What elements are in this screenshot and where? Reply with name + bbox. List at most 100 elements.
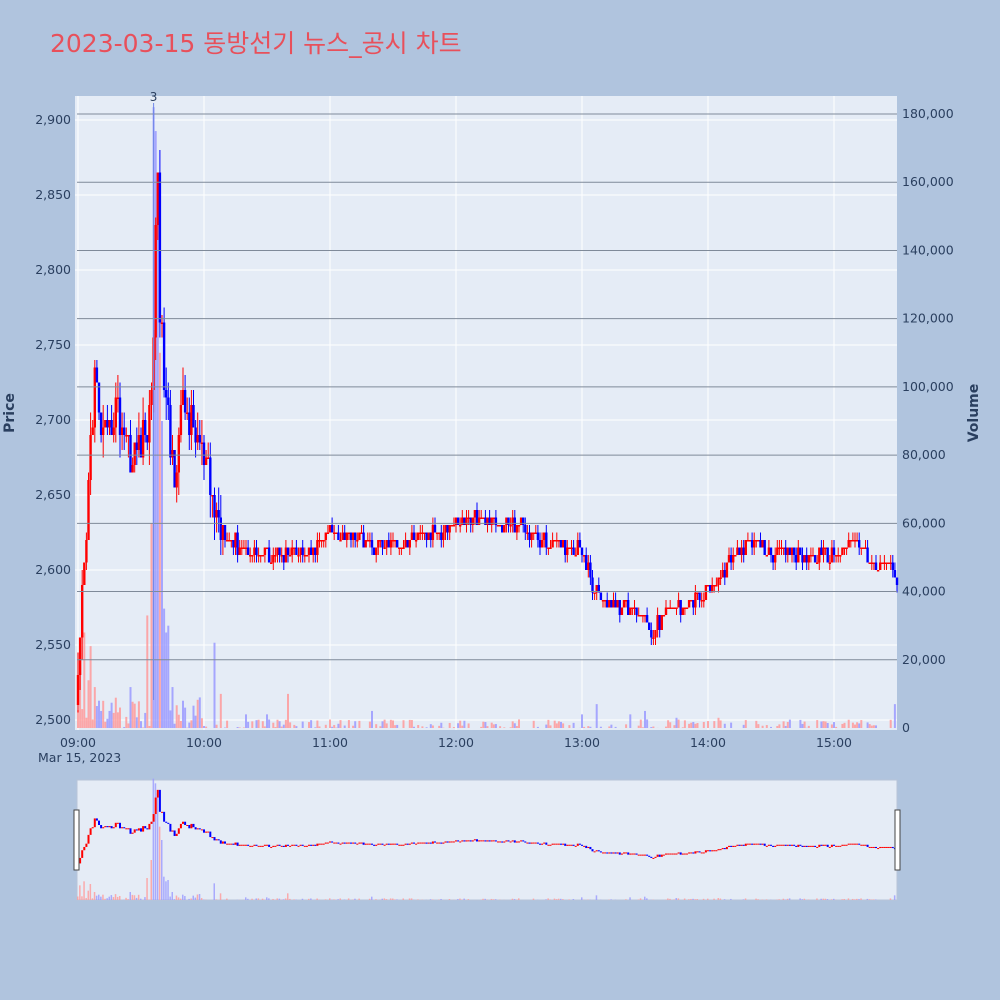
volume-bar — [707, 721, 709, 728]
mini-candle — [242, 844, 245, 846]
volume-bar — [875, 725, 877, 728]
mini-volume-bar — [854, 899, 856, 900]
mini-volume-bar — [858, 899, 860, 900]
candle-body — [183, 390, 187, 413]
candle-body — [660, 615, 663, 630]
mini-candle — [637, 854, 640, 856]
volume-bar — [669, 722, 672, 728]
candle-body — [171, 450, 174, 458]
candle-body — [347, 532, 351, 534]
candle-body — [784, 547, 787, 555]
mini-candle — [602, 852, 604, 854]
volume-bar — [499, 726, 502, 728]
candle-body — [198, 435, 201, 443]
mini-candle — [232, 843, 235, 845]
mini-candle — [799, 844, 802, 846]
candle-body — [862, 547, 865, 549]
candle-body — [91, 427, 94, 435]
volume-bar — [324, 724, 327, 728]
candle-body — [750, 540, 754, 548]
candle-body — [385, 540, 388, 548]
mini-candle — [431, 841, 434, 844]
candle-body — [572, 547, 575, 555]
mini-volume-bar — [833, 898, 835, 900]
candle-body — [706, 585, 710, 587]
candle-body — [614, 600, 617, 608]
mini-candle — [551, 843, 554, 845]
volume-bar — [98, 700, 100, 728]
mini-candle — [763, 843, 766, 846]
mini-candle — [696, 851, 699, 853]
candle-body — [711, 585, 714, 593]
mini-candle — [400, 844, 403, 846]
mini-volume-bar — [801, 899, 803, 900]
candle-body — [160, 322, 164, 324]
mini-volume-bar — [545, 899, 547, 900]
range-slider[interactable] — [73, 778, 901, 901]
candle-body — [97, 382, 101, 413]
candle-body — [488, 517, 491, 525]
mini-volume-bar — [129, 892, 131, 900]
volume-bar — [379, 726, 382, 728]
candle-body — [251, 555, 254, 557]
mini-candle — [583, 845, 586, 847]
candle-body — [215, 510, 218, 518]
mini-candle — [371, 843, 373, 845]
mini-candle — [154, 797, 157, 815]
candle-body — [429, 532, 432, 540]
mini-volume-bar — [595, 895, 598, 900]
range-slider-track[interactable] — [76, 779, 898, 901]
mini-candle — [805, 845, 808, 847]
mini-volume-bar — [547, 898, 549, 900]
volume-bar — [347, 720, 350, 728]
mini-volume-bar — [116, 896, 119, 900]
candle-body — [553, 540, 556, 542]
candle-body — [669, 607, 672, 609]
volume-bar — [807, 725, 810, 728]
range-slider-right-handle[interactable] — [894, 809, 901, 871]
mini-candle — [744, 843, 747, 846]
mini-candle — [543, 842, 546, 844]
mini-volume-bar — [198, 894, 201, 900]
candle-body — [89, 435, 92, 480]
mini-volume-bar — [98, 894, 100, 900]
mini-candle — [379, 843, 382, 845]
candle-body — [551, 540, 554, 548]
candle-body — [459, 525, 462, 527]
volume-tick-label: 80,000 — [902, 447, 946, 462]
candle-body — [414, 540, 418, 542]
mini-candle — [402, 844, 405, 846]
volume-bar — [272, 722, 275, 728]
candle-body — [343, 532, 346, 540]
volume-bar — [381, 721, 384, 728]
mini-candle — [576, 843, 579, 846]
mini-candle — [709, 850, 712, 852]
mini-volume-bar — [847, 898, 850, 900]
mini-volume-bar — [310, 898, 312, 900]
mini-candle — [137, 828, 140, 831]
mini-candle — [381, 843, 384, 845]
mini-candle — [608, 852, 611, 854]
candle-body — [591, 577, 594, 593]
mini-candle — [692, 852, 695, 854]
candle-body — [242, 547, 246, 549]
mini-candle — [818, 844, 821, 847]
mini-candle — [322, 843, 325, 845]
mini-candle — [190, 823, 193, 829]
mini-candle — [135, 829, 138, 831]
mini-candle — [812, 845, 814, 847]
mini-volume-bar — [875, 899, 877, 900]
candle-body — [209, 457, 212, 495]
volume-bar — [513, 723, 516, 728]
volume-bar — [589, 726, 592, 728]
price-tick-label: 2,600 — [35, 562, 71, 577]
candle-body — [165, 390, 168, 398]
range-slider-left-handle[interactable] — [73, 809, 80, 871]
volume-bar — [868, 724, 871, 728]
volume-bar — [581, 714, 583, 728]
volume-bar — [116, 712, 119, 728]
volume-bar — [681, 727, 684, 728]
mini-candle — [809, 845, 812, 847]
candle-body — [566, 547, 569, 555]
candle-body — [561, 540, 565, 548]
